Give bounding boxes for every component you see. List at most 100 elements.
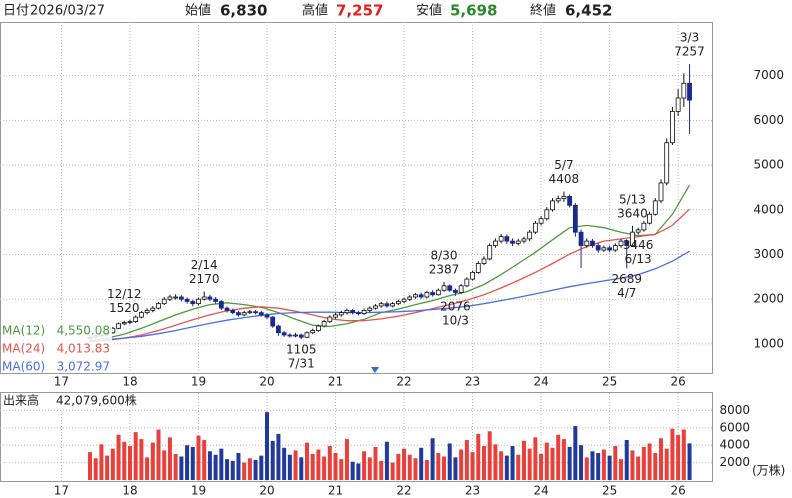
main-frame xyxy=(0,22,713,374)
volume-bar xyxy=(676,434,681,480)
volume-bar xyxy=(539,453,544,480)
volume-bar xyxy=(367,457,372,480)
candle-body xyxy=(561,195,567,200)
annotation-date: 7/31 xyxy=(288,357,315,371)
volume-bar xyxy=(362,451,367,480)
candle-body xyxy=(435,289,441,296)
candle-body xyxy=(167,296,173,300)
volume-bar xyxy=(447,443,452,480)
volume-bar xyxy=(419,447,424,480)
volume-bar xyxy=(304,442,309,480)
x-tick-label: 22 xyxy=(396,484,411,498)
annotation-value: 2076 xyxy=(440,299,471,313)
volume-bar xyxy=(481,446,486,480)
volume-total: 42,079,600株 xyxy=(56,393,137,408)
x-tick-label: 19 xyxy=(191,484,206,498)
annotation-value: 7257 xyxy=(674,45,705,59)
candle-body xyxy=(395,301,401,305)
candle-body xyxy=(687,82,692,101)
candle-body xyxy=(407,296,413,300)
candle-body xyxy=(270,316,276,327)
candle-body xyxy=(612,245,618,251)
candle-body xyxy=(378,303,384,307)
candle-body xyxy=(121,322,127,325)
legend-value: 4,550.08 xyxy=(57,324,110,338)
volume-bar xyxy=(287,454,292,480)
volume-bar xyxy=(453,457,458,480)
volume-bar xyxy=(236,453,241,480)
volume-bar xyxy=(647,443,652,480)
candle-body xyxy=(201,296,207,300)
volume-bar xyxy=(156,429,161,480)
volume-bar xyxy=(179,456,184,480)
x-tick-label: 25 xyxy=(602,375,617,389)
x-tick-label: 23 xyxy=(465,484,480,498)
volume-bar xyxy=(499,451,504,480)
volume-bar xyxy=(464,439,469,480)
date: 2026/03/27 xyxy=(30,4,105,19)
x-tick-label: 26 xyxy=(670,375,685,389)
volume-bar xyxy=(413,458,418,480)
volume-bar xyxy=(202,439,207,480)
header: 日付 2026/03/27 始値 6,830 高値 7,257 安値 5,698… xyxy=(3,2,612,20)
open-label: 始値 xyxy=(185,3,211,19)
volume-bar xyxy=(476,433,481,480)
volume-bar xyxy=(470,452,475,480)
volume-bar xyxy=(185,445,190,480)
volume-bar xyxy=(230,460,235,480)
volume-bar xyxy=(670,428,675,480)
marker xyxy=(371,367,379,373)
volume-bar xyxy=(99,444,104,480)
x-tick-label: 22 xyxy=(396,375,411,389)
x-tick-label: 21 xyxy=(328,375,343,389)
volume-bar xyxy=(590,451,595,480)
volume-bar xyxy=(424,459,429,480)
candle-body xyxy=(493,240,498,246)
candle-body xyxy=(447,285,453,291)
candle-body xyxy=(127,321,133,323)
y-tick-label: 6000 xyxy=(753,113,784,127)
volume-bar xyxy=(384,441,389,480)
x-tick-label: 20 xyxy=(259,375,274,389)
candle-body xyxy=(441,285,447,291)
volume-unit: (万株) xyxy=(752,463,785,478)
candle-body xyxy=(361,310,367,314)
candle-body xyxy=(293,334,298,337)
candle-body xyxy=(590,240,595,246)
candle-body xyxy=(350,310,356,314)
volume-bar xyxy=(636,456,641,480)
annotation-value: 1105 xyxy=(286,343,317,357)
volume-bar xyxy=(322,456,327,480)
candle-body xyxy=(544,209,550,220)
volume-bar xyxy=(293,450,298,480)
candle-body xyxy=(173,296,179,299)
candle-body xyxy=(281,332,287,336)
candle-body xyxy=(144,310,150,314)
candle-body xyxy=(538,218,544,224)
low-label: 安値 xyxy=(416,3,442,19)
close-value: 6,452 xyxy=(565,2,612,20)
candle-body xyxy=(652,200,658,215)
volume-bar xyxy=(88,452,92,480)
annotation-date: 10/3 xyxy=(442,313,469,327)
candle-body xyxy=(390,303,396,307)
candle-body xyxy=(253,311,258,314)
candle-body xyxy=(458,285,464,293)
legend-value: 4,013.83 xyxy=(57,342,110,356)
candle-body xyxy=(681,82,687,99)
x-tick-label: 18 xyxy=(122,375,137,389)
legend-box xyxy=(1,322,112,372)
annotation-date: 2/14 xyxy=(191,258,218,272)
volume-bar xyxy=(573,426,578,480)
volume-bar xyxy=(150,442,155,480)
candle-body xyxy=(664,142,670,184)
volume-bar xyxy=(333,453,338,480)
y-tick-label: 2000 xyxy=(719,455,750,469)
candle-body xyxy=(510,240,515,244)
annotation-date: 4/7 xyxy=(617,286,636,300)
candle-body xyxy=(258,312,264,316)
candle-body xyxy=(498,236,504,242)
volume-title-box xyxy=(1,393,151,409)
y-tick-label: 7000 xyxy=(753,68,784,82)
volume-bar xyxy=(527,448,532,480)
